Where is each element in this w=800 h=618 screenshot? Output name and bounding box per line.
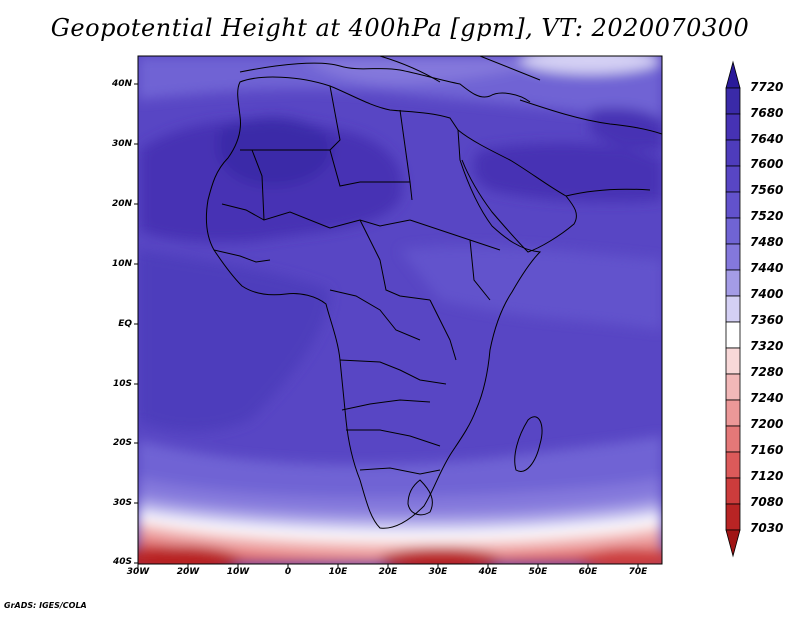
x-tick-label: 60E <box>578 567 598 577</box>
y-tick-label: 30N <box>111 139 132 149</box>
colorbar-swatch <box>725 373 741 401</box>
x-tick-label: 30E <box>428 567 448 577</box>
colorbar-cap-top <box>725 60 741 89</box>
colorbar-label: 7120 <box>750 469 784 483</box>
colorbar-cap-bottom <box>725 529 741 558</box>
grads-footer: GrADS: IGES/COLA <box>4 601 87 610</box>
y-ticks <box>134 83 138 564</box>
colorbar-swatch <box>725 113 741 141</box>
colorbar-label: 7030 <box>750 521 784 535</box>
colorbar-label: 7720 <box>750 80 784 94</box>
colorbar-label: 7360 <box>750 313 784 327</box>
colorbar-swatch <box>725 399 741 427</box>
map-title: Geopotential Height at 400hPa [gpm], VT:… <box>50 14 750 42</box>
height-field <box>138 56 662 564</box>
colorbar-swatch <box>725 425 741 453</box>
x-tick-label: 0 <box>284 567 292 577</box>
colorbar-swatch <box>725 477 741 505</box>
x-tick-label: 70E <box>628 567 648 577</box>
colorbar-swatch <box>725 191 741 219</box>
colorbar-label: 7520 <box>750 209 784 223</box>
y-tick-label: 30S <box>112 498 132 508</box>
colorbar-label: 7440 <box>750 261 784 275</box>
x-tick-label: 50E <box>528 567 548 577</box>
coastlines <box>205 56 662 529</box>
colorbar-swatch <box>725 165 741 193</box>
colorbar-swatch <box>725 321 741 349</box>
colorbar-label: 7680 <box>750 106 784 120</box>
colorbar-label: 7480 <box>750 235 784 249</box>
colorbar-label: 7080 <box>750 495 784 509</box>
colorbar-swatch <box>725 87 741 115</box>
colorbar-label: 7600 <box>750 157 784 171</box>
colorbar-swatch <box>725 139 741 167</box>
x-tick-label: 10E <box>328 567 348 577</box>
x-tick-label: 10W <box>226 567 250 577</box>
y-tick-label: EQ <box>118 319 132 329</box>
x-tick-label: 40E <box>478 567 498 577</box>
colorbar-label: 7320 <box>750 339 784 353</box>
colorbar <box>725 60 741 558</box>
y-tick-label: 10S <box>112 379 132 389</box>
x-tick-label: 20W <box>176 567 200 577</box>
colorbar-swatch <box>725 217 741 245</box>
colorbar-label: 7280 <box>750 365 784 379</box>
colorbar-swatch <box>725 243 741 271</box>
colorbar-label: 7160 <box>750 443 784 457</box>
x-ticks <box>137 564 639 568</box>
y-tick-label: 20N <box>111 199 132 209</box>
y-tick-label: 40S <box>112 557 132 567</box>
y-tick-label: 10N <box>111 259 132 269</box>
x-tick-label: 20E <box>378 567 398 577</box>
map-frame <box>137 55 663 565</box>
colorbar-label: 7640 <box>750 132 784 146</box>
y-tick-label: 20S <box>112 438 132 448</box>
y-tick-label: 40N <box>111 79 132 89</box>
colorbar-label: 7400 <box>750 287 784 301</box>
colorbar-swatch <box>725 503 741 531</box>
colorbar-swatch <box>725 347 741 375</box>
colorbar-swatch <box>725 451 741 479</box>
colorbar-swatch <box>725 295 741 323</box>
colorbar-label: 7240 <box>750 391 784 405</box>
colorbar-label: 7560 <box>750 183 784 197</box>
x-tick-label: 30W <box>126 567 150 577</box>
colorbar-label: 7200 <box>750 417 784 431</box>
colorbar-swatch <box>725 269 741 297</box>
